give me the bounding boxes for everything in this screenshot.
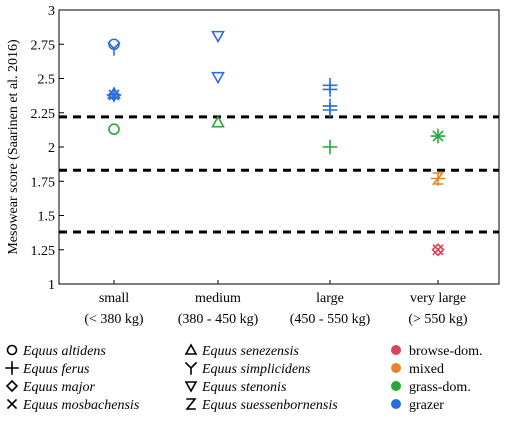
legend-diet-swatch — [391, 381, 401, 391]
x-category-label: large — [316, 291, 344, 306]
data-point — [322, 102, 338, 118]
data-point — [432, 130, 444, 142]
data-point — [108, 89, 120, 101]
legend-species-item: Equus mosbachensis — [6, 398, 140, 413]
data-point — [322, 82, 338, 97]
legend-species-label: Equus suessenbornensis — [201, 398, 338, 413]
x-category-range: (> 550 kg) — [408, 312, 468, 327]
y-tick-label: 2.75 — [31, 38, 56, 53]
species-legend: Equus altidens Equus ferus Equus major Equu… — [5, 343, 338, 413]
y-tick-label: 3 — [48, 4, 55, 19]
data-point — [108, 123, 120, 135]
y-tick-label: 2.5 — [38, 73, 56, 88]
legend-species-label: Equus altidens — [22, 344, 106, 359]
legend-diet-label: mixed — [409, 362, 444, 377]
legend-species-label: Equus stenonis — [201, 380, 287, 395]
y-axis-title: Mesowear score (Saarinen et al. 2016) — [6, 39, 21, 255]
x-axis: small (< 380 kg) medium (380 - 450 kg) large… — [84, 280, 468, 327]
legend-species-item: Equus ferus — [5, 361, 90, 377]
legend-species-item: Equus major — [5, 379, 96, 395]
y-tick-label: 1.25 — [31, 244, 56, 259]
legend-species-label: Equus senezensis — [201, 344, 299, 359]
legend-diet-swatch — [391, 399, 401, 409]
legend-diet-label: grazer — [409, 398, 444, 413]
legend-diet-item: mixed — [391, 362, 444, 377]
x-category-range: (380 - 450 kg) — [178, 312, 259, 327]
legend-species-item: Equus simplicidens — [184, 361, 311, 377]
x-category-range: (< 380 kg) — [84, 312, 144, 327]
data-point — [107, 88, 121, 102]
legend-species-label: Equus ferus — [22, 362, 90, 377]
data-point — [432, 244, 444, 256]
data-point — [430, 171, 446, 186]
legend-species-item: Equus senezensis — [184, 343, 299, 359]
legend-species-label: Equus simplicidens — [201, 362, 311, 377]
legend-species-item: Equus altidens — [6, 344, 106, 359]
legend-diet-item: grass-dom. — [391, 380, 471, 395]
y-axis: 1 1.25 1.5 1.75 2 2.25 2.5 2.75 3 — [31, 4, 64, 293]
data-point — [211, 115, 225, 128]
x-category-label: very large — [410, 291, 466, 306]
legend-species-item: Equus suessenbornensis — [185, 398, 338, 413]
legend-species-item: Equus stenonis — [184, 380, 287, 395]
y-tick-label: 1.75 — [31, 175, 56, 190]
plot-frame — [58, 9, 500, 285]
data-point — [211, 30, 225, 44]
legend-species-label: Equus mosbachensis — [22, 398, 140, 413]
data-point — [431, 243, 445, 257]
legend-diet-label: grass-dom. — [409, 380, 471, 395]
legend-diet-item: grazer — [391, 398, 444, 413]
x-category-label: small — [99, 291, 129, 306]
legend-diet-label: browse-dom. — [409, 344, 483, 359]
legend-diet-swatch — [391, 345, 401, 355]
y-tick-label: 1 — [48, 278, 55, 293]
data-point — [322, 139, 338, 155]
y-tick-label: 2.25 — [31, 107, 56, 122]
x-category-label: medium — [195, 291, 241, 306]
legend-diet-swatch — [391, 363, 401, 373]
data-point — [211, 71, 225, 85]
y-tick-label: 2 — [48, 141, 55, 156]
data-point — [107, 41, 121, 56]
y-tick-label: 1.5 — [38, 210, 56, 225]
x-category-range: (450 - 550 kg) — [290, 312, 371, 327]
legend-diet-item: browse-dom. — [391, 344, 483, 359]
diet-legend: browse-dom. mixed grass-dom. grazer — [391, 344, 483, 413]
data-points — [106, 30, 446, 257]
threshold-lines — [59, 115, 499, 234]
legend-species-label: Equus major — [22, 380, 96, 395]
